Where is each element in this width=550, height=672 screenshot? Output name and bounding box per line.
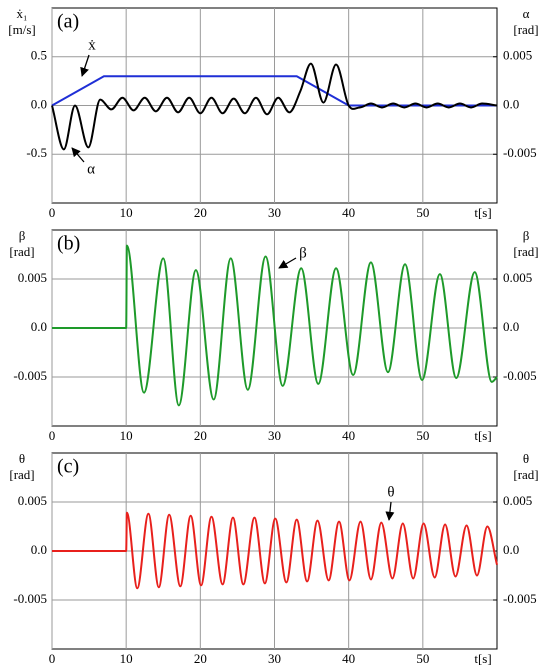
- x-tick-label: 50: [416, 428, 429, 443]
- series-annotation: α: [87, 161, 95, 177]
- x-tick-label: 20: [194, 651, 207, 666]
- x-tick-label: 30: [268, 205, 281, 220]
- y2-tick-label: -0.005: [503, 368, 537, 383]
- y2-tick-label: -0.005: [503, 145, 537, 160]
- y2-tick-label: 0.0: [503, 319, 519, 334]
- series-line: [51, 62, 498, 151]
- y-tick-label: 0.005: [18, 493, 47, 508]
- y2-axis-label: [rad]: [513, 467, 538, 482]
- y2-tick-label: 0.0: [503, 96, 519, 111]
- x-tick-label: 0: [49, 651, 56, 666]
- x-tick-label: 10: [120, 205, 133, 220]
- x-tick-label: 20: [194, 205, 207, 220]
- y-tick-label: 0.0: [31, 542, 47, 557]
- x-tick-label: 20: [194, 428, 207, 443]
- x-tick-label: 50: [416, 651, 429, 666]
- x-tick-label: 40: [342, 428, 355, 443]
- series-annotation: θ: [387, 484, 394, 500]
- y-axis-label: [rad]: [9, 244, 34, 259]
- y2-tick-label: 0.0: [503, 542, 519, 557]
- y-axis-label: ẋ₁: [16, 6, 27, 21]
- annotation-arrow: [278, 257, 297, 269]
- series-annotation: β: [299, 245, 307, 261]
- panel-label: (b): [57, 233, 80, 255]
- x-tick-label: 40: [342, 205, 355, 220]
- y2-tick-label: 0.005: [503, 48, 532, 63]
- y2-tick-label: 0.005: [503, 270, 532, 285]
- x-tick-label: 50: [416, 205, 429, 220]
- x-tick-label: 30: [268, 428, 281, 443]
- y2-axis-label: θ: [523, 451, 529, 466]
- x-tick-label: 40: [342, 651, 355, 666]
- y2-tick-label: 0.005: [503, 493, 532, 508]
- y2-axis-label: β: [523, 228, 530, 243]
- series-line: [52, 244, 498, 407]
- x-tick-label: 10: [120, 651, 133, 666]
- y-tick-label: -0.5: [26, 145, 47, 160]
- annotation-arrow: [385, 501, 395, 521]
- y-tick-label: 0.0: [31, 319, 47, 334]
- y2-axis-label: [rad]: [513, 22, 538, 37]
- annotation-arrow: [80, 54, 90, 77]
- x-tick-label: 30: [268, 651, 281, 666]
- y-axis-label: β: [19, 228, 26, 243]
- y-axis-label: [rad]: [9, 467, 34, 482]
- y-tick-label: -0.005: [13, 368, 47, 383]
- y-tick-label: -0.005: [13, 591, 47, 606]
- panel-label: (c): [57, 456, 79, 478]
- y2-axis-label: α: [523, 6, 530, 21]
- series-annotation: ẋ: [88, 37, 96, 53]
- x-tick-label: 10: [120, 428, 133, 443]
- x-axis-label: t[s]: [474, 205, 491, 220]
- y-tick-label: 0.5: [31, 48, 47, 63]
- annotation-arrow: [71, 147, 85, 163]
- x-axis-label: t[s]: [474, 428, 491, 443]
- y-axis-label: [m/s]: [8, 22, 35, 37]
- y2-tick-label: -0.005: [503, 591, 537, 606]
- x-tick-label: 0: [49, 205, 56, 220]
- panel-label: (a): [57, 11, 79, 33]
- x-axis-label: t[s]: [474, 651, 491, 666]
- y-axis-label: θ: [19, 451, 25, 466]
- series-line: [52, 511, 498, 590]
- y2-axis-label: [rad]: [513, 244, 538, 259]
- y-tick-label: 0.005: [18, 270, 47, 285]
- x-tick-label: 0: [49, 428, 56, 443]
- y-tick-label: 0.0: [31, 96, 47, 111]
